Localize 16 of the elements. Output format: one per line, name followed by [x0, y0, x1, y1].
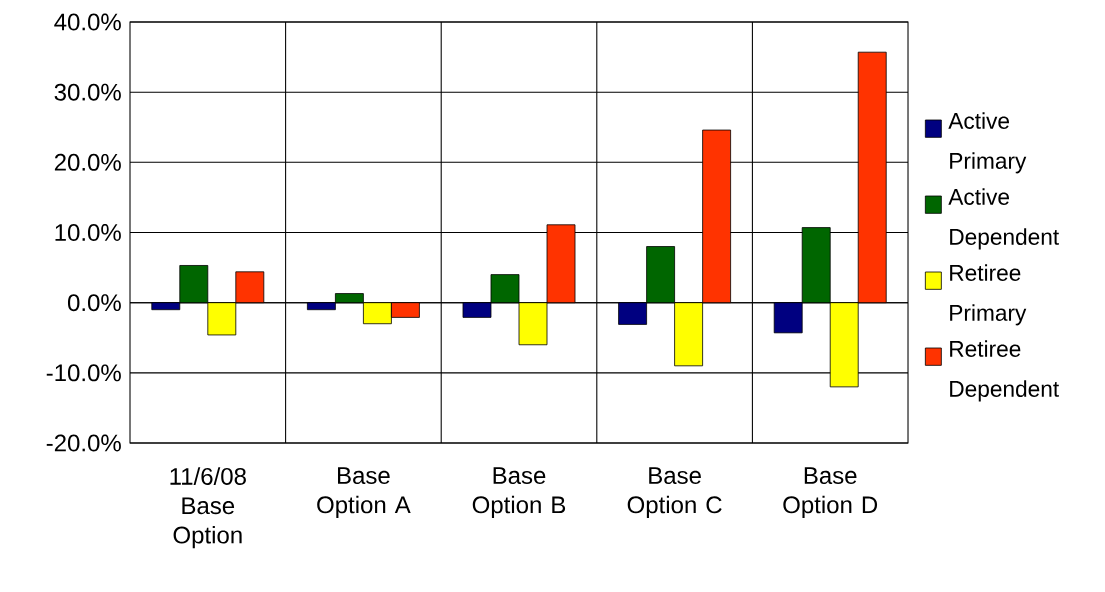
x-tick-label: Base Option B [472, 467, 566, 519]
legend-label: Retiree Primary [950, 264, 1027, 326]
y-tick-label: 10.0% [55, 224, 121, 241]
y-tick-label: 0.0% [67, 294, 121, 312]
x-tick-label: Base Option C [627, 467, 722, 519]
x-tick-label: 11/6/08 Base Option [170, 467, 246, 549]
y-tick-label: 40.0% [54, 13, 121, 31]
legend-label: Retiree Dependent [950, 340, 1059, 402]
y-tick-label: -20.0% [46, 434, 121, 452]
legend-label: Active Dependent [948, 188, 1059, 250]
y-tick-label: 30.0% [54, 83, 121, 101]
legend-label: Active Primary [948, 112, 1027, 174]
x-tick-label: Base Option A [317, 467, 411, 519]
x-tick-label: Base Option D [783, 467, 878, 519]
y-tick-label: 20.0% [54, 153, 121, 171]
y-tick-label: -10.0% [46, 364, 121, 382]
